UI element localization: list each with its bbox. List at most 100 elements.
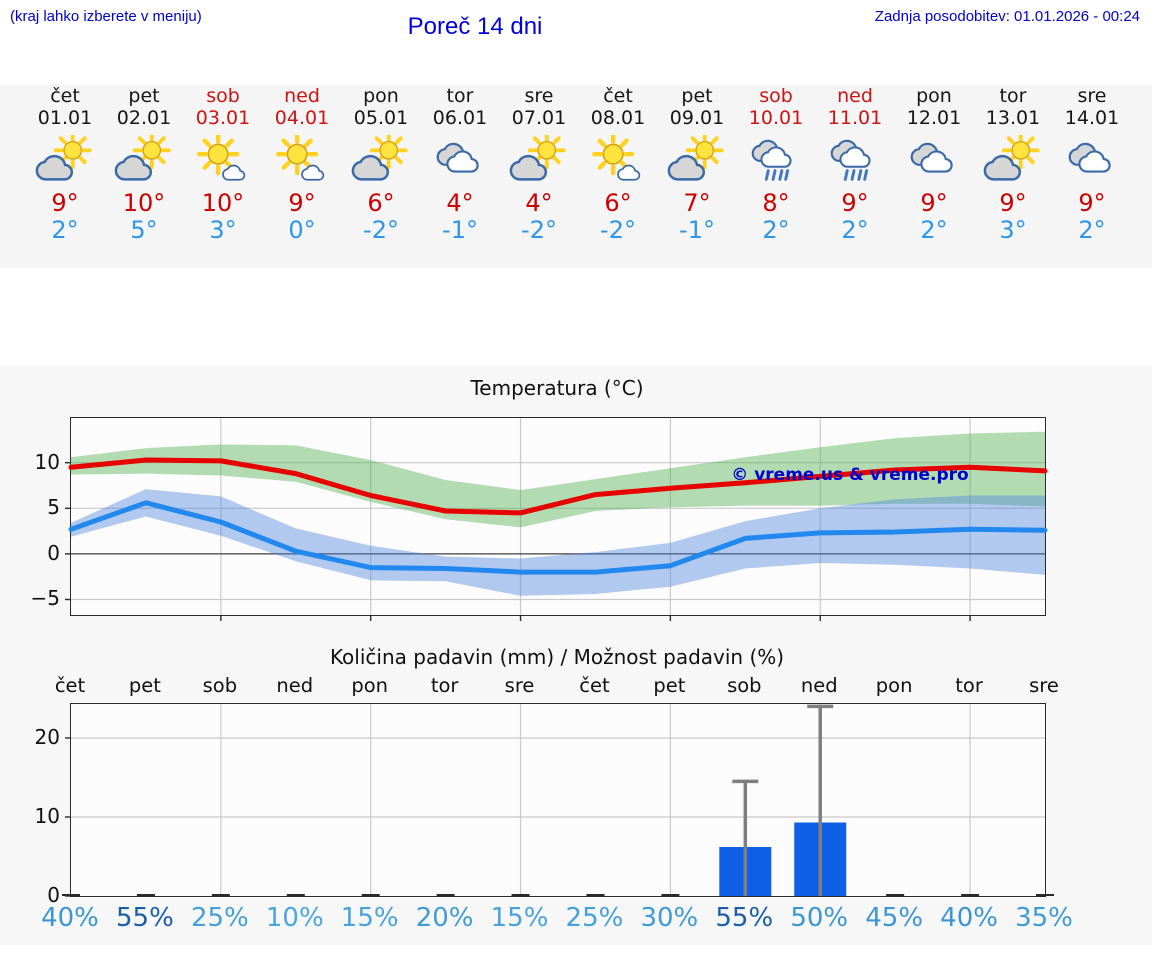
- partly-cloudy-icon: [508, 135, 570, 183]
- day-date: 05.01: [353, 107, 409, 129]
- page-title: Poreč 14 dni: [407, 13, 543, 40]
- day-date: 01.01: [37, 107, 93, 129]
- rain-icon: [745, 135, 807, 183]
- temp-min: -2°: [521, 216, 557, 244]
- precip-day-label: ned: [800, 674, 838, 697]
- day-name: sob: [206, 85, 240, 107]
- precipitation-chart-title: Količina padavin (mm) / Možnost padavin …: [329, 645, 785, 669]
- precip-probability: 20%: [415, 903, 474, 933]
- precip-ytick-0: 0: [47, 883, 60, 907]
- precip-day-label: pon: [875, 674, 913, 697]
- temp-ytick-10: 10: [34, 449, 60, 474]
- zero-bar-stub: [436, 894, 455, 896]
- temp-min: 2°: [1078, 216, 1106, 244]
- day-name: tor: [999, 85, 1027, 107]
- precip-probability: 40%: [41, 903, 99, 933]
- precip-day-label: tor: [430, 674, 459, 697]
- day-name: pon: [916, 85, 952, 107]
- zero-bar-stub: [586, 894, 605, 896]
- temp-max: 10°: [122, 189, 166, 217]
- cloudy-icon: [429, 135, 491, 183]
- watermark: © vreme.us & vreme.pro: [731, 465, 969, 485]
- precip-probability: 25%: [565, 903, 624, 933]
- day-name: ned: [837, 85, 873, 107]
- forecast-day-12.01: pon 12.01 9° 2°: [895, 85, 974, 244]
- precip-day-label: pet: [128, 674, 161, 697]
- mostly-sunny-icon: [271, 135, 333, 183]
- zero-bar-stub: [286, 894, 305, 896]
- precip-day-label: pon: [351, 674, 389, 697]
- day-name: sre: [1077, 85, 1107, 107]
- forecast-day-06.01: tor 06.01 4° -1°: [421, 85, 500, 244]
- zero-bar-stub: [511, 894, 530, 896]
- precip-probability: 50%: [790, 903, 849, 933]
- precip-day-label: tor: [955, 674, 983, 697]
- temp-min: 2°: [51, 216, 79, 244]
- menu-hint-link[interactable]: (kraj lahko izberete v meniju): [10, 8, 202, 25]
- day-name: pet: [681, 85, 713, 107]
- precip-day-label: pet: [653, 674, 686, 697]
- zero-bar-stub: [62, 894, 80, 896]
- day-date: 04.01: [274, 107, 330, 129]
- partly-cloudy-icon: [34, 135, 96, 183]
- day-name: tor: [446, 85, 474, 107]
- day-date: 11.01: [827, 107, 883, 129]
- zero-bar-stub: [661, 894, 680, 896]
- forecast-strip: čet 01.01 9° 2° pet 02.01 10° 5° sob 03.01 10° 3° ne…: [0, 85, 1152, 268]
- min-range-band: [71, 489, 1045, 596]
- max-range-band: [71, 431, 1045, 528]
- day-name: pon: [363, 85, 399, 107]
- precipitation-plot: [62, 703, 1054, 897]
- temp-max: 4°: [446, 189, 474, 217]
- forecast-day-01.01: čet 01.01 9° 2°: [26, 85, 105, 244]
- zero-bar-stub: [1036, 894, 1054, 896]
- day-date: 03.01: [195, 107, 251, 129]
- temp-min: 2°: [920, 216, 948, 244]
- day-date: 12.01: [906, 107, 962, 129]
- min-temp-line: [68, 500, 1048, 575]
- day-date: 09.01: [669, 107, 725, 129]
- temp-ytick-−5: −5: [30, 586, 60, 611]
- partly-cloudy-icon: [982, 135, 1044, 183]
- temp-max: 10°: [201, 189, 245, 217]
- temp-max: 9°: [999, 189, 1027, 217]
- day-name: čet: [603, 85, 633, 107]
- day-name: pet: [128, 85, 160, 107]
- precip-probability: 30%: [640, 903, 699, 933]
- day-date: 10.01: [748, 107, 804, 129]
- precip-ytick-20: 20: [34, 724, 60, 749]
- zero-bar-stub: [886, 894, 905, 896]
- precip-day-label: ned: [276, 674, 314, 697]
- forecast-day-07.01: sre 07.01 4° -2°: [500, 85, 579, 244]
- last-update-label: Zadnja posodobitev: 01.01.2026 - 00:24: [874, 8, 1140, 25]
- forecast-day-08.01: čet 08.01 6° -2°: [579, 85, 658, 244]
- partly-cloudy-icon: [350, 135, 412, 183]
- precip-day-label: čet: [54, 674, 86, 697]
- forecast-day-14.01: sre 14.01 9° 2°: [1053, 85, 1132, 244]
- forecast-day-11.01: ned 11.01 9° 2°: [816, 85, 895, 244]
- precip-probability: 40%: [940, 903, 998, 933]
- precip-probability: 55%: [715, 903, 774, 933]
- mostly-sunny-icon: [587, 135, 649, 183]
- precip-day-label: sre: [504, 674, 535, 697]
- temp-min: -2°: [363, 216, 399, 244]
- day-name: čet: [50, 85, 80, 107]
- temp-max: 8°: [762, 189, 790, 217]
- day-date: 02.01: [116, 107, 172, 129]
- temp-min: 5°: [130, 216, 158, 244]
- precip-probability: 15%: [340, 903, 399, 933]
- temp-max: 9°: [920, 189, 948, 217]
- forecast-day-05.01: pon 05.01 6° -2°: [342, 85, 421, 244]
- day-name: ned: [284, 85, 320, 107]
- temp-min: 2°: [841, 216, 869, 244]
- temp-min: -1°: [442, 216, 478, 244]
- precip-probability: 25%: [190, 903, 249, 933]
- max-temp-line: [68, 457, 1048, 516]
- temp-max: 9°: [288, 189, 316, 217]
- forecast-day-10.01: sob 10.01 8° 2°: [737, 85, 816, 244]
- temp-min: 2°: [762, 216, 790, 244]
- rain-icon: [824, 135, 886, 183]
- temp-max: 9°: [51, 189, 79, 217]
- temperature-chart-title: Temperatura (°C): [470, 376, 644, 400]
